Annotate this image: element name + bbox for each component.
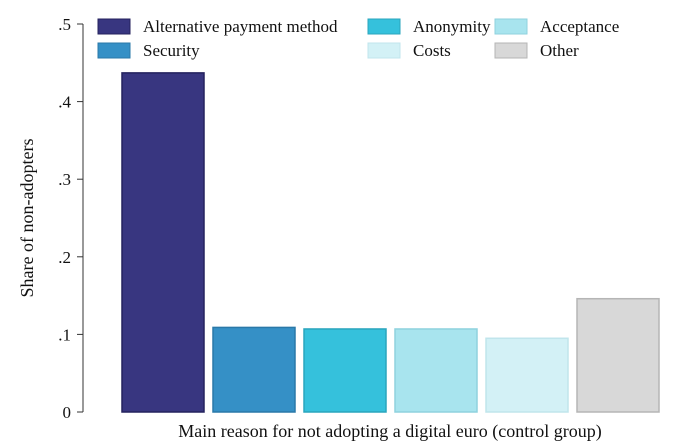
legend-swatch: [367, 42, 401, 59]
legend-label: Costs: [413, 41, 451, 60]
legend-swatch: [494, 18, 528, 35]
bar-acceptance: [394, 328, 478, 413]
legend-swatch: [97, 18, 131, 35]
bar-anonymity: [303, 328, 387, 413]
bars: [121, 72, 660, 413]
legend-swatch: [97, 42, 131, 59]
y-tick-label: .2: [58, 248, 71, 267]
legend-label: Anonymity: [413, 17, 491, 36]
legend-swatch: [367, 18, 401, 35]
y-axis-label: Share of non-adopters: [17, 139, 37, 298]
y-tick-label: .5: [58, 15, 71, 34]
bar-other: [576, 297, 660, 413]
y-tick-label: 0: [63, 403, 72, 422]
bar-security: [212, 326, 296, 413]
x-axis-label: Main reason for not adopting a digital e…: [178, 421, 601, 442]
legend: Alternative payment method Security Anonym…: [97, 17, 619, 60]
legend-label: Acceptance: [540, 17, 619, 36]
y-axis: 0 .1 .2 .3 .4 .5: [58, 15, 84, 422]
legend-label: Alternative payment method: [143, 17, 338, 36]
y-tick-label: .4: [58, 93, 71, 112]
y-tick-label: .3: [58, 170, 71, 189]
y-tick-label: .1: [58, 325, 71, 344]
bar-costs: [485, 337, 569, 413]
legend-label: Other: [540, 41, 579, 60]
legend-label: Security: [143, 41, 200, 60]
legend-swatch: [494, 42, 528, 59]
bar-alternative-payment-method: [121, 72, 205, 413]
